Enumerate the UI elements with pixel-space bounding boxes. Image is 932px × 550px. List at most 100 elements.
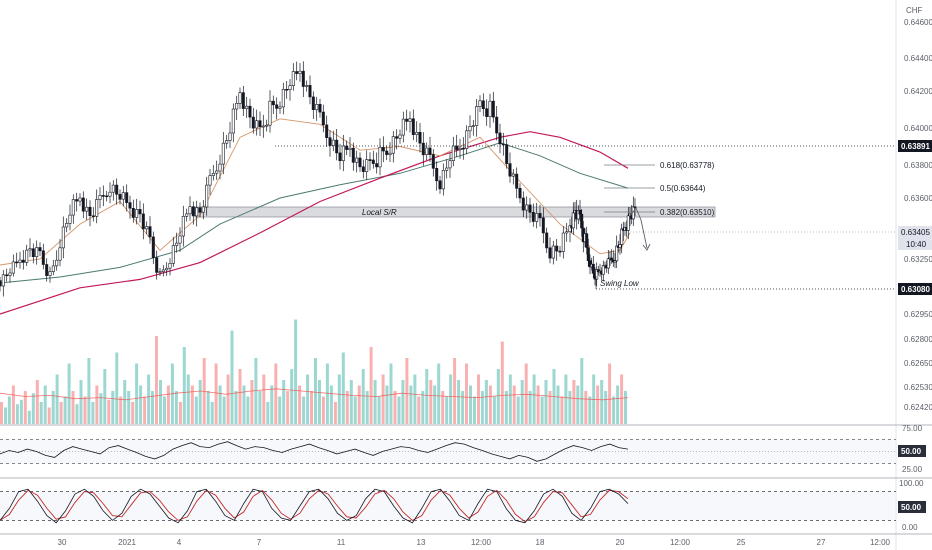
candle (338, 143, 342, 170)
candle (5, 268, 9, 282)
volume-bar (83, 396, 87, 424)
candle (245, 96, 249, 118)
candle (131, 199, 135, 223)
candle (215, 160, 219, 180)
candle (51, 259, 55, 276)
candle (285, 81, 289, 99)
volume-bar (329, 385, 333, 424)
price-tick: 0.62950 (904, 310, 932, 319)
candle (515, 167, 519, 199)
volume-bar (202, 358, 206, 424)
price-axis[interactable]: 0.64600 0.64400 0.64200 0.64000 0.63800 0.636… (904, 18, 932, 412)
volume-bar (341, 352, 345, 424)
candle (241, 85, 245, 116)
candle (48, 266, 52, 283)
volume-bar (524, 363, 528, 424)
candle (488, 93, 492, 128)
volume-bar (250, 380, 254, 424)
candle (555, 239, 559, 261)
candle (586, 238, 590, 267)
volume-bar (409, 385, 413, 424)
volume-bar (568, 391, 572, 424)
candle (571, 202, 575, 235)
volume-ma-line (0, 388, 629, 401)
volume-bar (55, 374, 59, 424)
volume-bar (616, 385, 620, 424)
zone-layer (194, 206, 716, 218)
price-tick: 0.64000 (904, 124, 932, 133)
volume-bar (369, 347, 373, 424)
candle (91, 207, 95, 222)
volume-bar (556, 385, 560, 424)
candle (325, 115, 329, 147)
volume-bar (540, 396, 544, 424)
candle (431, 149, 435, 177)
volume-bar (107, 399, 111, 424)
svg-text:0.63891: 0.63891 (901, 142, 930, 151)
price-tick: 0.62530 (904, 383, 932, 392)
volume-bar (155, 336, 158, 424)
candle (95, 189, 99, 224)
candle (111, 180, 115, 201)
candle (626, 207, 630, 239)
candle (471, 120, 475, 136)
volume-bar (131, 402, 135, 424)
volume-bar (91, 402, 95, 424)
candle (428, 136, 432, 162)
time-tick: 11 (337, 538, 346, 547)
candle (58, 239, 62, 267)
volume-bar (222, 396, 226, 424)
volume-bar (290, 369, 294, 424)
volume-bar (417, 396, 421, 424)
price-tick: 0.63800 (904, 161, 932, 170)
volume-bar (123, 380, 127, 424)
candle (618, 234, 622, 255)
candle (355, 150, 359, 173)
volume-bar (564, 374, 568, 424)
candle (498, 123, 502, 154)
badge-countdown: 10:40 (898, 238, 932, 250)
volume-layer (0, 319, 629, 424)
candle (141, 203, 145, 240)
candle (138, 200, 142, 223)
candle (311, 91, 315, 119)
candle (198, 202, 202, 218)
candle (448, 153, 452, 178)
volume-bar (39, 402, 43, 424)
volume-bar (111, 391, 115, 424)
price-tick: 0.64200 (904, 87, 932, 96)
volume-bar (270, 385, 274, 424)
candle (128, 195, 132, 219)
time-tick: 27 (817, 538, 826, 547)
volume-bar (127, 391, 131, 424)
volume-bar (361, 369, 365, 424)
candle (375, 152, 379, 174)
rsi-line (0, 441, 629, 462)
volume-bar (596, 385, 600, 424)
volume-bar (226, 374, 230, 424)
local-sr-zone (194, 206, 716, 218)
candle (28, 238, 32, 257)
candle (288, 79, 292, 101)
candle (108, 182, 112, 204)
candle (595, 262, 599, 287)
candle (521, 191, 525, 218)
candle (291, 63, 295, 91)
candle (31, 243, 35, 264)
volume-bar (349, 380, 353, 424)
volume-bar (425, 369, 429, 424)
candle (405, 109, 409, 131)
stoch-band (0, 491, 896, 521)
candle (218, 154, 222, 180)
volume-bar (353, 396, 357, 424)
candle (98, 187, 102, 209)
time-axis[interactable]: 30 2021 4 7 11 13 12:00 18 20 12:00 25 27 12:00 (58, 538, 891, 547)
candle (151, 231, 155, 265)
volume-bar (437, 363, 441, 424)
volume-bar (492, 396, 496, 424)
candle (388, 142, 392, 162)
rsi-tick-75: 75.00 (902, 424, 923, 433)
candle (115, 178, 119, 205)
candle (425, 142, 429, 161)
